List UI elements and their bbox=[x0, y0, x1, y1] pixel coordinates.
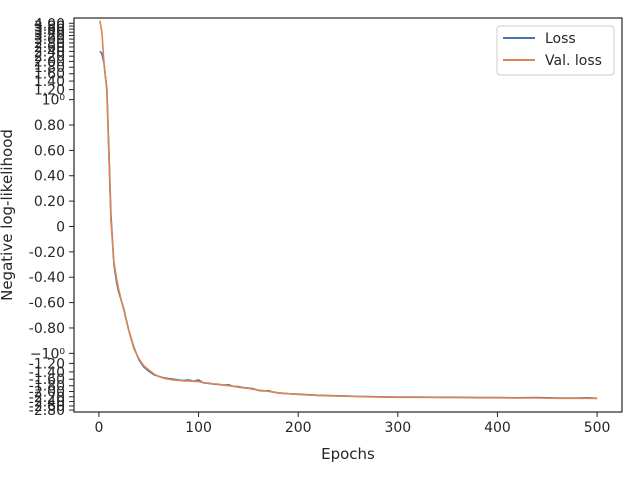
y-tick-label: -0.20 bbox=[29, 245, 65, 261]
y-tick-label: 2.40 bbox=[34, 44, 65, 60]
legend: Loss Val. loss bbox=[496, 25, 615, 76]
x-tick-label: 400 bbox=[484, 420, 511, 436]
y-tick-label: 0.60 bbox=[34, 143, 65, 159]
y-tick-label: -2.80 bbox=[29, 403, 65, 419]
x-tick-label: 500 bbox=[584, 420, 611, 436]
series-line-val-loss bbox=[99, 20, 598, 400]
x-axis-label: Epochs bbox=[321, 445, 375, 463]
y-tick-label: -0.60 bbox=[29, 296, 65, 312]
y-tick-label: -0.80 bbox=[29, 321, 65, 337]
legend-label-loss: Loss bbox=[545, 31, 576, 47]
x-tick-label: 100 bbox=[185, 420, 212, 436]
y-tick-label: 10⁰ bbox=[42, 93, 66, 109]
x-tick-label: 300 bbox=[384, 420, 411, 436]
y-tick-label: -1.60 bbox=[29, 372, 65, 388]
y-tick-label: 3.00 bbox=[34, 32, 65, 48]
x-axis-ticks: 0 100 200 300 400 500 bbox=[94, 412, 610, 436]
y-axis-label: Negative log-likelihood bbox=[0, 129, 16, 301]
y-tick-label: 1.40 bbox=[34, 74, 65, 90]
y-tick-label: -1.20 bbox=[29, 356, 65, 372]
y-tick-label: -1.40 bbox=[29, 365, 65, 381]
y-tick-label: -2.00 bbox=[29, 385, 65, 401]
y-tick-label: -1.80 bbox=[29, 379, 65, 395]
legend-label-val-loss: Val. loss bbox=[545, 53, 602, 69]
y-tick-label: 1.60 bbox=[34, 67, 65, 83]
y-tick-label: 2.60 bbox=[34, 40, 65, 56]
y-tick-label: -2.20 bbox=[29, 390, 65, 406]
y-tick-label: −10⁰ bbox=[30, 346, 66, 362]
y-tick-label: 3.20 bbox=[34, 29, 65, 45]
y-tick-label: 0 bbox=[56, 219, 65, 235]
y-tick-label: 0.80 bbox=[34, 118, 65, 134]
y-tick-label: -0.40 bbox=[29, 270, 65, 286]
y-tick-label: 2.80 bbox=[34, 36, 65, 52]
y-axis-ticks: 4.003.803.603.403.203.002.802.602.402.20… bbox=[29, 16, 74, 419]
y-tick-label: 4.00 bbox=[34, 16, 65, 32]
y-tick-label: -2.60 bbox=[29, 399, 65, 415]
series-layer bbox=[99, 20, 598, 400]
y-tick-label: 3.60 bbox=[34, 22, 65, 38]
x-tick-label: 0 bbox=[94, 420, 103, 436]
plot-frame bbox=[73, 17, 623, 413]
y-tick-label: 2.00 bbox=[34, 54, 65, 70]
y-tick-label: 3.80 bbox=[34, 19, 65, 35]
y-tick-label: 0.40 bbox=[34, 169, 65, 185]
x-tick-label: 200 bbox=[285, 420, 312, 436]
y-tick-label: 1.20 bbox=[34, 83, 65, 99]
y-tick-label: 0.20 bbox=[34, 194, 65, 210]
y-tick-label: 3.40 bbox=[34, 25, 65, 41]
y-tick-label: -2.40 bbox=[29, 395, 65, 411]
y-tick-label: 1.80 bbox=[34, 60, 65, 76]
y-tick-label: 2.20 bbox=[34, 49, 65, 65]
